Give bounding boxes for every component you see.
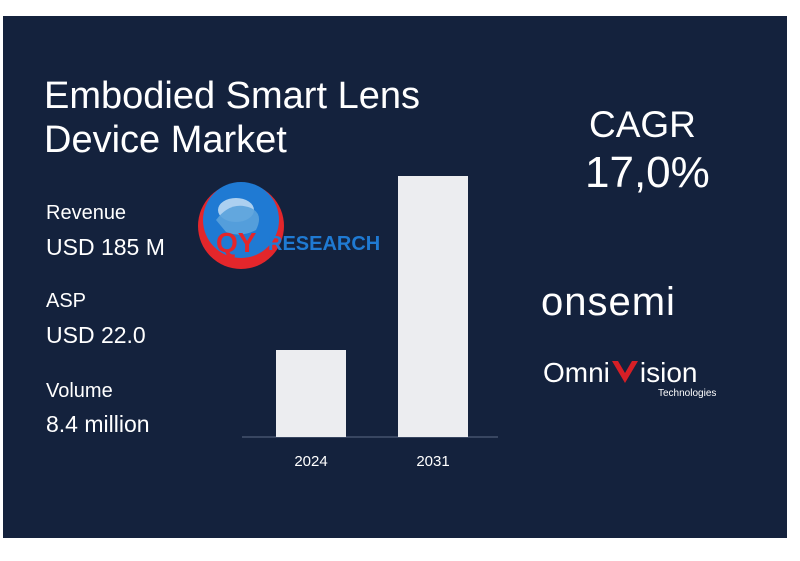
- volume-label: Volume: [46, 380, 113, 402]
- cagr-value: 17,0%: [585, 148, 710, 197]
- volume-value: 8.4 million: [46, 411, 150, 437]
- omnivision-subtitle: Technologies: [658, 388, 717, 399]
- page-title: Embodied Smart Lens Device Market: [44, 74, 420, 162]
- infographic-panel: [3, 16, 787, 538]
- title-line-1: Embodied Smart Lens: [44, 75, 420, 117]
- title-line-2: Device Market: [44, 119, 287, 161]
- revenue-label: Revenue: [46, 202, 127, 224]
- bar-chart: 2024 2031: [242, 176, 498, 470]
- asp-value: USD 22.0: [46, 322, 146, 348]
- onsemi-logo: onsemi: [541, 280, 676, 324]
- globe-icon: QY RESEARCH: [198, 182, 380, 269]
- cagr-label: CAGR: [589, 104, 696, 145]
- bar-2024: [276, 350, 346, 437]
- watermark-qy: QY: [216, 227, 257, 258]
- x-tick-label-2024: 2024: [294, 453, 327, 470]
- omnivision-logo: Omni ision: [543, 357, 698, 389]
- omnivision-right: ision: [639, 357, 698, 388]
- revenue-value: USD 185 M: [46, 234, 165, 260]
- watermark-research: RESEARCH: [268, 233, 380, 255]
- omnivision-left: Omni: [543, 357, 610, 388]
- asp-label: ASP: [46, 290, 87, 312]
- x-tick-label-2031: 2031: [416, 453, 449, 470]
- bar-2031: [398, 176, 468, 437]
- omnivision-v-icon: [611, 361, 638, 383]
- qyresearch-logo: QY RESEARCH: [196, 180, 396, 277]
